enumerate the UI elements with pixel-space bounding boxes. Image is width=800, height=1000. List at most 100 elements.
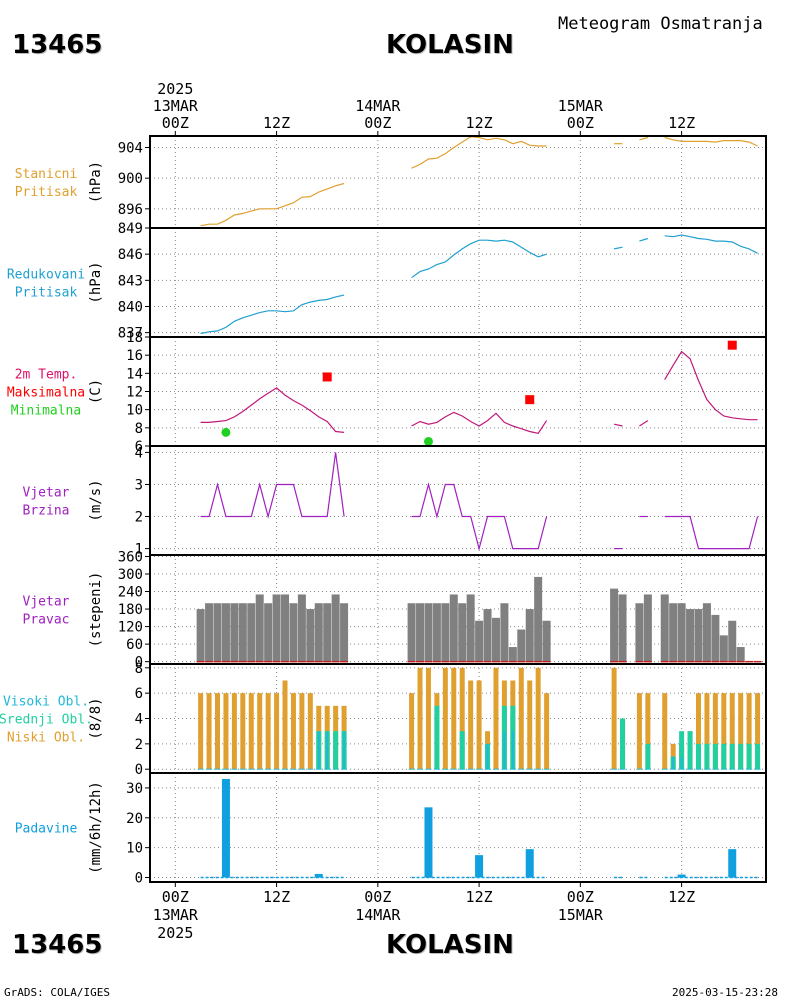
wind-direction-bar [711, 614, 720, 662]
cloud-low-bar [544, 693, 550, 770]
cloud-low-bar [746, 693, 752, 770]
panel-label: Brzina [23, 504, 70, 519]
station-id-top: 13465 [12, 30, 103, 60]
y-axis-label: (mm/6h/12h) [88, 781, 104, 874]
y-tick-label: 846 [118, 247, 143, 263]
station-id-bottom: 13465 [12, 930, 103, 960]
time-label-bottom: 00Z [364, 888, 391, 906]
cloud-low-bar [738, 693, 744, 770]
cloud-mid-bar [459, 731, 465, 770]
cloud-mid-bar [620, 718, 626, 770]
cloud-low-bar [704, 693, 710, 770]
wind-direction-bar [221, 603, 230, 662]
wind-direction-bar [247, 603, 256, 662]
panel-label: Vjetar [23, 486, 70, 501]
panel-label: Visoki Obl. [3, 695, 89, 710]
cloud-mid-bar [755, 743, 761, 770]
wind-direction-bar [314, 603, 323, 662]
date-label-bottom: 15MAR [558, 906, 604, 924]
precip-bar [728, 849, 737, 878]
y-axis-label: (hPa) [88, 261, 104, 303]
y-tick-label: 6 [135, 686, 143, 702]
y-tick-label: 849 [118, 221, 143, 237]
meteogram-subtitle: Meteogram Osmatranja [558, 14, 763, 34]
series-line [200, 387, 345, 433]
cloud-low-bar [712, 693, 718, 770]
min-temp-marker [423, 436, 433, 446]
cloud-low-bar [459, 667, 465, 770]
y-tick-label: 8 [135, 421, 143, 437]
y-axis-label: (hPa) [88, 161, 104, 203]
wind-direction-bar [281, 594, 290, 662]
wind-direction-bar [289, 603, 298, 662]
cloud-low-bar [206, 693, 212, 770]
wind-direction-bar [196, 609, 205, 662]
wind-direction-bar [466, 594, 475, 662]
cloud-low-bar [240, 693, 246, 770]
wind-direction-bar [736, 647, 745, 662]
panel-label: Pritisak [15, 286, 78, 301]
y-tick-label: 843 [118, 273, 143, 289]
cloud-low-bar [518, 667, 524, 770]
series-line [411, 136, 547, 169]
wind-direction-bar [517, 629, 526, 662]
wind-direction-bar [213, 603, 222, 662]
y-tick-label: 840 [118, 299, 143, 315]
y-axis-label: (m/s) [88, 479, 104, 521]
y-tick-label: 4 [135, 445, 143, 461]
cloud-low-bar [274, 693, 280, 770]
cloud-low-bar [476, 680, 482, 770]
wind-direction-bar [694, 609, 703, 662]
y-tick-label: 896 [118, 202, 143, 218]
series-line [664, 515, 759, 550]
max-temp-marker [727, 340, 737, 350]
panel-label: Niski Obl. [7, 731, 85, 746]
time-label-bottom: 12Z [263, 888, 290, 906]
time-label-top: 12Z [668, 114, 695, 132]
precip-bar [314, 873, 323, 878]
y-tick-label: 4 [135, 712, 143, 728]
y-tick-label: 837 [118, 326, 143, 342]
panel-label: Pravac [23, 613, 70, 628]
series-line [613, 246, 623, 250]
y-tick-label: 120 [118, 620, 143, 636]
cloud-low-bar [645, 693, 651, 770]
wind-direction-bar [205, 603, 214, 662]
wind-direction-bar [441, 603, 450, 662]
series-line [639, 420, 649, 427]
y-tick-label: 2 [135, 737, 143, 753]
wind-direction-bar [728, 620, 737, 662]
time-label-bottom: 12Z [668, 888, 695, 906]
cloud-low-bar [417, 667, 423, 770]
max-temp-marker [322, 372, 332, 382]
y-tick-label: 16 [126, 348, 143, 364]
series-line [639, 136, 649, 141]
cloud-mid-bar [679, 731, 685, 770]
panel-label: Maksimalna [7, 386, 85, 401]
wind-direction-bar [272, 594, 281, 662]
cloud-low-bar [611, 667, 617, 770]
y-axis-label: (stepeni) [88, 572, 104, 648]
wind-direction-bar [677, 603, 686, 662]
station-name-bottom: KOLASIN [386, 930, 514, 960]
cloud-mid-bar [712, 743, 718, 770]
cloud-mid-bar [746, 743, 752, 770]
series-line [411, 482, 548, 551]
cloud-high-bar [680, 756, 683, 770]
cloud-high-bar [672, 756, 675, 770]
wind-direction-bar [610, 588, 619, 662]
cloud-low-bar [695, 693, 701, 770]
wind-direction-bar [660, 594, 669, 662]
precip-bar [221, 778, 230, 878]
cloud-mid-bar [687, 731, 693, 770]
date-label-top: 15MAR [558, 97, 604, 115]
series-line [200, 452, 345, 519]
series-line [664, 234, 758, 254]
cloud-low-bar [215, 693, 221, 770]
wind-direction-bar [407, 603, 416, 662]
precip-bar [475, 855, 484, 878]
precip-bar [424, 807, 433, 878]
y-tick-label: 18 [126, 330, 143, 346]
wind-direction-bar [331, 594, 340, 662]
wind-direction-bar [340, 603, 349, 662]
